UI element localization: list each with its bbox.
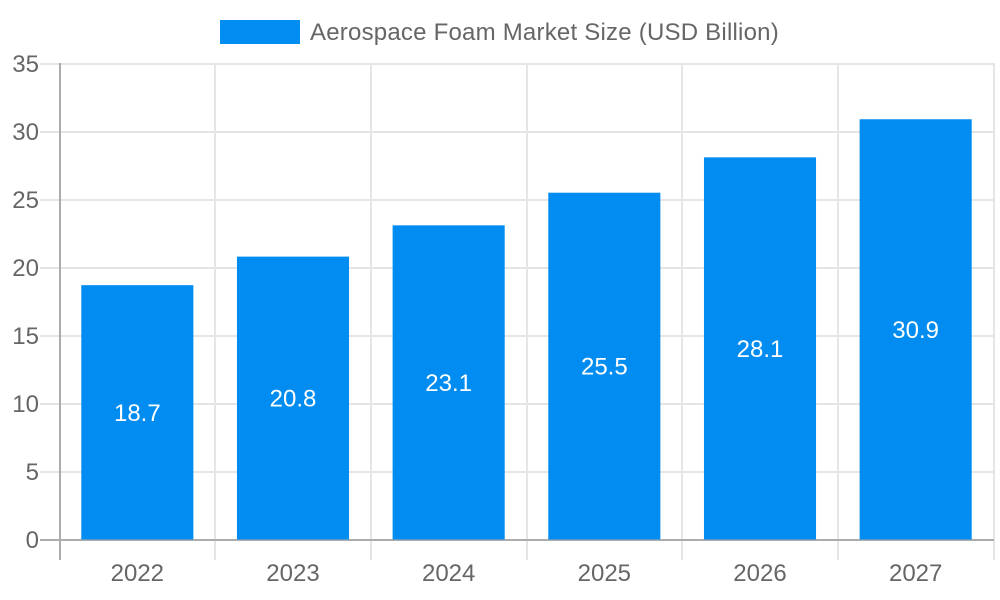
svg-text:30: 30 [12, 119, 39, 146]
svg-text:10: 10 [12, 391, 39, 418]
svg-text:Aerospace Foam Market Size (US: Aerospace Foam Market Size (USD Billion) [310, 19, 779, 46]
svg-text:2023: 2023 [266, 560, 319, 587]
svg-text:25.5: 25.5 [581, 354, 628, 381]
svg-text:2025: 2025 [578, 560, 631, 587]
svg-text:20: 20 [12, 255, 39, 282]
svg-text:2024: 2024 [422, 560, 475, 587]
svg-text:25: 25 [12, 187, 39, 214]
svg-text:0: 0 [26, 527, 39, 554]
svg-text:30.9: 30.9 [892, 317, 939, 344]
svg-text:28.1: 28.1 [737, 336, 784, 363]
svg-text:23.1: 23.1 [425, 370, 472, 397]
svg-text:2022: 2022 [111, 560, 164, 587]
svg-text:18.7: 18.7 [114, 400, 161, 427]
svg-text:2026: 2026 [733, 560, 786, 587]
svg-text:2027: 2027 [889, 560, 942, 587]
svg-text:20.8: 20.8 [270, 386, 317, 413]
svg-text:5: 5 [26, 459, 39, 486]
svg-text:35: 35 [12, 51, 39, 78]
svg-text:15: 15 [12, 323, 39, 350]
